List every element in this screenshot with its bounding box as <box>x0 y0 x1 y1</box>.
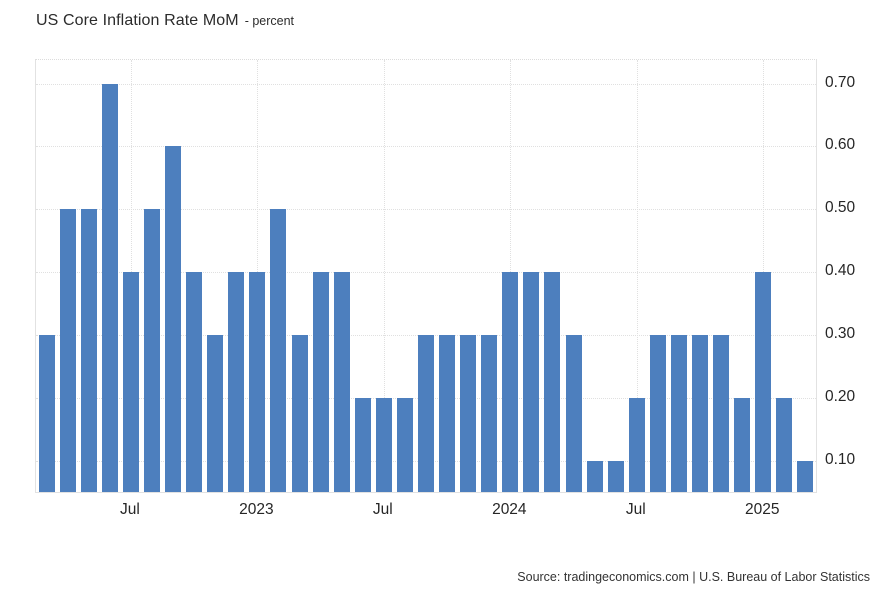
bar-jun-2023[interactable] <box>354 397 371 492</box>
bar-aug-2022[interactable] <box>143 209 160 492</box>
bar-mar-2024[interactable] <box>544 272 561 492</box>
chart-title: US Core Inflation Rate MoM - percent <box>36 12 294 30</box>
bar-aug-2024[interactable] <box>649 334 666 492</box>
y-tick-label: 0.30 <box>825 324 856 342</box>
gridline-vertical <box>636 60 638 492</box>
bar-oct-2024[interactable] <box>692 334 709 492</box>
bar-dec-2022[interactable] <box>228 272 245 492</box>
bar-sep-2024[interactable] <box>670 334 687 492</box>
bar-oct-2022[interactable] <box>186 272 203 492</box>
bar-jul-2024[interactable] <box>628 397 645 492</box>
bar-jul-2023[interactable] <box>375 397 392 492</box>
gridline-horizontal <box>36 146 816 148</box>
bar-nov-2023[interactable] <box>460 334 477 492</box>
y-tick-label: 0.40 <box>825 262 856 280</box>
bar-may-2022[interactable] <box>80 209 97 492</box>
chart-title-text: US Core Inflation Rate MoM <box>36 12 239 29</box>
x-tick-label: 2025 <box>745 501 780 518</box>
bar-sep-2022[interactable] <box>165 146 182 492</box>
bar-may-2024[interactable] <box>586 460 603 492</box>
bar-sep-2023[interactable] <box>418 334 434 492</box>
bar-mar-2022[interactable] <box>38 334 55 492</box>
bar-apr-2022[interactable] <box>59 209 76 492</box>
bar-apr-2023[interactable] <box>312 272 329 492</box>
chart-title-unit: - percent <box>244 14 295 28</box>
bar-nov-2024[interactable] <box>713 334 730 492</box>
bar-dec-2024[interactable] <box>734 397 751 492</box>
source-attribution: Source: tradingeconomics.com | U.S. Bure… <box>517 570 870 584</box>
x-tick-label: 2024 <box>492 501 527 518</box>
bar-may-2023[interactable] <box>333 272 350 492</box>
bar-jun-2024[interactable] <box>607 460 624 492</box>
bar-mar-2025[interactable] <box>797 460 814 492</box>
x-tick-label: Jul <box>372 501 393 518</box>
bar-apr-2024[interactable] <box>565 334 582 492</box>
gridline-horizontal <box>36 209 816 211</box>
y-tick-label: 0.70 <box>825 73 856 91</box>
gridline-horizontal <box>36 272 816 274</box>
bar-oct-2023[interactable] <box>439 334 456 492</box>
x-tick-label: Jul <box>119 501 140 518</box>
bar-dec-2023[interactable] <box>481 334 498 492</box>
bar-jan-2023[interactable] <box>249 272 266 492</box>
x-tick-label: Jul <box>625 501 646 518</box>
bar-jan-2024[interactable] <box>502 272 519 492</box>
x-tick-label: 2023 <box>239 501 274 518</box>
bar-jun-2022[interactable] <box>101 83 118 492</box>
y-tick-label: 0.10 <box>825 450 856 468</box>
bar-nov-2022[interactable] <box>207 334 224 492</box>
bar-jan-2025[interactable] <box>755 272 772 492</box>
bar-aug-2023[interactable] <box>396 397 413 492</box>
plot-area <box>35 59 817 493</box>
gridline-horizontal <box>36 83 816 85</box>
bar-feb-2024[interactable] <box>523 272 540 492</box>
y-tick-label: 0.60 <box>825 136 856 154</box>
bar-mar-2023[interactable] <box>291 334 308 492</box>
y-tick-label: 0.20 <box>825 387 856 405</box>
y-tick-label: 0.50 <box>825 199 856 217</box>
bar-feb-2023[interactable] <box>270 209 287 492</box>
bar-jul-2022[interactable] <box>122 272 139 492</box>
gridline-vertical <box>383 60 385 492</box>
bar-feb-2025[interactable] <box>776 397 793 492</box>
